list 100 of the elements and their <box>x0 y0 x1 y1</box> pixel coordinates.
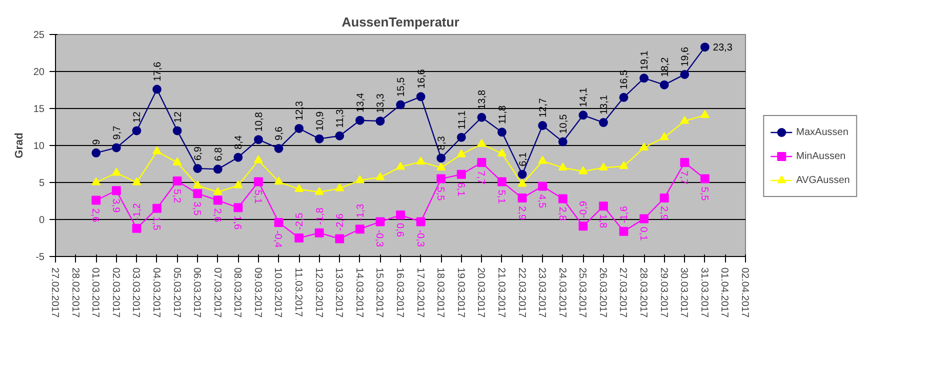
x-tick-label: 26.03.2017 <box>596 268 608 318</box>
x-tick-label: 10.03.2017 <box>272 268 284 318</box>
x-tick-label: 18.03.2017 <box>434 268 446 318</box>
data-label: 7,7 <box>475 170 486 185</box>
x-tick-label: 30.03.2017 <box>678 268 690 318</box>
point <box>234 180 243 188</box>
point <box>314 187 324 195</box>
y-tick-label: 15 <box>33 104 45 115</box>
x-tick-label: 20.03.2017 <box>475 268 486 318</box>
point <box>477 138 486 147</box>
x-tick-label: 11.03.2017 <box>292 268 304 318</box>
point <box>680 70 690 79</box>
data-label: 2,9 <box>516 206 527 220</box>
data-label: 5,5 <box>434 186 446 202</box>
point <box>152 146 162 154</box>
point <box>598 202 608 211</box>
point <box>274 144 284 153</box>
x-tick-label: 16.03.2017 <box>394 268 405 318</box>
chart-title: AussenTemperatur <box>342 14 460 30</box>
point <box>598 162 608 171</box>
point <box>640 74 649 83</box>
point <box>416 156 426 165</box>
y-tick-label: -5 <box>36 252 45 263</box>
point <box>355 175 364 184</box>
point <box>538 121 548 130</box>
data-label: 10,5 <box>558 114 570 134</box>
point <box>497 177 506 186</box>
data-label: 6,9 <box>193 146 204 160</box>
data-label: 7,7 <box>678 170 690 185</box>
point <box>558 162 568 171</box>
point <box>538 156 548 164</box>
point <box>213 164 222 174</box>
x-tick-label: 12.03.2017 <box>312 268 324 318</box>
x-tick-label: 23.03.2017 <box>536 268 548 318</box>
data-label: 2,6 <box>211 208 222 223</box>
point <box>172 176 182 186</box>
data-label: 1,8 <box>596 214 608 229</box>
point <box>254 135 263 144</box>
point <box>578 110 588 120</box>
point <box>92 196 101 205</box>
data-label: 13,4 <box>355 92 366 112</box>
point <box>700 110 710 118</box>
point <box>436 162 446 171</box>
point <box>376 172 385 180</box>
y-tick-label: 25 <box>33 30 45 41</box>
data-label: 19,6 <box>680 46 692 66</box>
data-label: 6,1 <box>454 182 466 197</box>
point <box>234 203 243 212</box>
point <box>660 132 669 140</box>
data-label: 13,1 <box>598 94 610 115</box>
data-label: 4,5 <box>536 194 548 209</box>
point <box>152 84 162 94</box>
point <box>335 131 344 140</box>
point <box>416 92 426 102</box>
data-label: 10,8 <box>254 112 265 132</box>
point <box>456 149 466 158</box>
x-tick-label: 28.03.2017 <box>638 268 649 318</box>
data-label: 12,3 <box>294 100 306 120</box>
point <box>193 180 202 188</box>
point <box>294 124 304 133</box>
y-axis-title: Grad <box>13 132 26 158</box>
point <box>376 217 385 226</box>
data-label: 3,9 <box>110 198 121 213</box>
data-label: 13,3 <box>376 93 387 114</box>
point <box>396 162 405 170</box>
data-label: 2,6 <box>90 208 101 223</box>
data-label: 9,6 <box>274 126 286 140</box>
data-label: 2,9 <box>658 206 669 220</box>
data-label: 3,5 <box>191 202 202 216</box>
point <box>254 177 263 186</box>
data-label: 14,1 <box>578 87 590 108</box>
point <box>558 137 568 146</box>
data-label: 5,1 <box>252 190 263 204</box>
point <box>538 182 548 191</box>
data-label: 9 <box>92 138 103 145</box>
point <box>234 152 243 162</box>
x-tick-label: 03.03.2017 <box>130 268 142 318</box>
point <box>578 222 588 231</box>
legend-label: MinAussen <box>796 150 846 162</box>
data-label: 19,1 <box>640 50 651 70</box>
data-label: 5,2 <box>170 189 182 204</box>
point <box>274 176 284 185</box>
point <box>518 170 527 179</box>
x-tick-label: 04.03.2017 <box>150 268 162 318</box>
x-tick-label: 22.03.2017 <box>516 268 527 318</box>
point <box>396 100 405 110</box>
x-tick-label: 01.03.2017 <box>90 268 101 318</box>
x-tick-label: 27.02.2017 <box>49 268 60 318</box>
point <box>660 80 669 90</box>
data-label: 1,5 <box>150 216 162 231</box>
point <box>132 177 142 186</box>
data-label: 1,6 <box>232 216 243 230</box>
point <box>92 177 101 186</box>
point <box>477 158 486 168</box>
point <box>376 116 385 126</box>
point <box>112 186 121 196</box>
point <box>497 128 506 137</box>
data-label: -1,3 <box>355 203 366 222</box>
point <box>619 92 628 102</box>
data-label: -1,8 <box>314 207 326 225</box>
